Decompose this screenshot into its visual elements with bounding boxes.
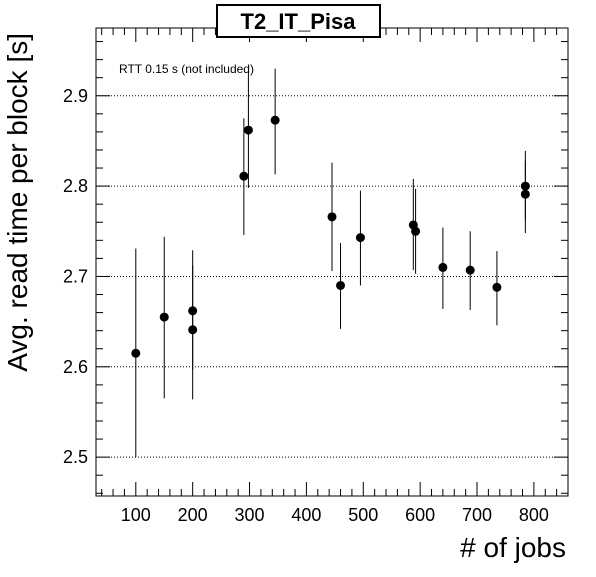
y-tick-label: 2.8	[63, 176, 88, 196]
data-point	[188, 306, 198, 316]
data-point	[243, 125, 253, 135]
y-axis-label: Avg. read time per block [s]	[2, 33, 33, 372]
data-point	[465, 265, 475, 275]
x-tick-label: 700	[462, 505, 492, 525]
y-tick-label: 2.7	[63, 266, 88, 286]
x-tick-label: 600	[405, 505, 435, 525]
data-point	[355, 233, 365, 243]
axis-ticks	[96, 28, 568, 496]
y-tick-label: 2.6	[63, 357, 88, 377]
y-tick-label: 2.5	[63, 447, 88, 467]
x-tick-label: 500	[348, 505, 378, 525]
data-point	[492, 282, 502, 292]
x-axis-label: # of jobs	[460, 532, 566, 563]
data-point	[411, 226, 421, 236]
data-point	[131, 348, 141, 358]
data-points	[131, 68, 530, 458]
title-box	[216, 4, 381, 38]
data-point	[159, 312, 169, 322]
y-tick-label: 2.9	[63, 86, 88, 106]
x-tick-label: 100	[121, 505, 151, 525]
data-point	[336, 280, 346, 290]
x-tick-label: 400	[291, 505, 321, 525]
data-point	[239, 171, 249, 181]
gridlines	[96, 95, 568, 458]
data-point	[438, 262, 448, 272]
x-tick-label: 200	[178, 505, 208, 525]
x-tick-label: 800	[519, 505, 549, 525]
data-point	[270, 115, 280, 125]
annotation-text: RTT 0.15 s (not included)	[119, 62, 254, 76]
chart-title: T2_IT_Pisa	[241, 9, 357, 34]
x-tick-label: 300	[235, 505, 265, 525]
data-point	[520, 189, 530, 199]
data-point	[327, 212, 337, 222]
axis-tick-labels: 100 200 300 400 500 600 700 800 2.5 2.6 2.7 2.8 2.9	[63, 86, 549, 525]
